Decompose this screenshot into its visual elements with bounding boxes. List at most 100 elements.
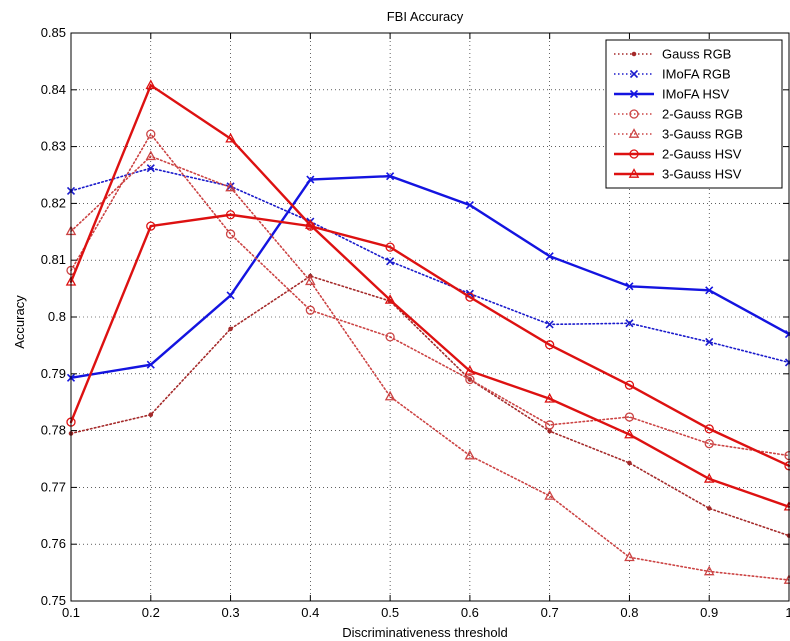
series-imofa-hsv (66, 172, 790, 382)
legend-marker (629, 109, 639, 119)
legend-label: Gauss RGB (662, 47, 731, 62)
series-line (69, 174, 790, 379)
data-point (545, 340, 555, 350)
data-point (544, 392, 555, 403)
data-point (624, 551, 635, 562)
data-point (465, 201, 474, 210)
legend-label: IMoFA HSV (662, 87, 730, 102)
marker-stroke (629, 89, 639, 99)
legend-label: IMoFA RGB (662, 67, 731, 82)
legend-label: 2-Gauss HSV (662, 147, 742, 162)
series-line (70, 155, 790, 581)
y-tick-label: 0.78 (41, 423, 66, 438)
data-point (464, 449, 476, 460)
x-axis-label: Discriminativeness threshold (342, 625, 507, 640)
y-tick-label: 0.75 (41, 593, 66, 608)
axis-ticks: 0.1 0.2 0.3 0.4 0.5 0.6 0.7 0.8 0.9 1 0.75 0.76 0.77… (41, 25, 790, 620)
data-point (228, 326, 233, 332)
grid (71, 33, 789, 601)
y-tick-label: 0.81 (41, 252, 66, 267)
legend-label: 3-Gauss HSV (662, 167, 742, 182)
data-point (305, 221, 315, 231)
legend-label: 2-Gauss RGB (662, 107, 743, 122)
marker-stroke (465, 201, 474, 210)
data-point (705, 286, 714, 295)
x-tick-label: 0.9 (700, 605, 718, 620)
marker-stroke (705, 337, 714, 347)
y-tick-label: 0.79 (41, 366, 66, 381)
y-tick-label: 0.76 (41, 536, 66, 551)
x-tick-label: 0.5 (381, 605, 399, 620)
chart-title: FBI Accuracy (387, 9, 464, 24)
data-point (624, 380, 635, 390)
data-point (306, 175, 315, 184)
marker-stroke (386, 257, 395, 266)
data-point (146, 164, 155, 173)
legend-marker (631, 51, 637, 57)
data-point (545, 420, 555, 430)
data-point (385, 242, 395, 252)
data-point (226, 291, 235, 300)
marker-stroke (705, 286, 714, 295)
marker-stroke (146, 164, 155, 173)
series-line (70, 132, 790, 457)
series-line (69, 83, 790, 508)
data-point (225, 132, 236, 143)
data-point (225, 229, 236, 239)
data-point (226, 182, 235, 191)
x-tick-label: 0.6 (461, 605, 479, 620)
data-point (305, 219, 316, 229)
data-point (545, 320, 554, 329)
y-tick-label: 0.82 (41, 195, 66, 210)
x-tick-label: 1 (785, 605, 790, 620)
x-tick-label: 0.7 (541, 605, 559, 620)
data-point (464, 365, 476, 375)
data-point (146, 221, 156, 231)
data-point (384, 390, 396, 401)
legend-marker (629, 89, 639, 99)
y-tick-label: 0.84 (41, 82, 66, 97)
data-point (465, 292, 475, 302)
data-point (545, 252, 554, 261)
data-point (465, 374, 475, 385)
data-point (145, 79, 157, 90)
data-point (547, 428, 552, 434)
data-point (146, 360, 155, 369)
legend-marker (629, 149, 639, 159)
x-tick-label: 0.2 (142, 605, 160, 620)
series-2-gauss-hsv (66, 210, 790, 471)
data-point (704, 439, 714, 449)
data-point (386, 172, 395, 181)
data-point (704, 424, 714, 434)
data-point (145, 150, 157, 161)
marker-stroke (226, 182, 235, 191)
series-3-gauss-rgb (65, 150, 790, 584)
marker-stroke (146, 360, 155, 369)
series-line (70, 275, 790, 537)
data-point (706, 506, 712, 511)
data-point (625, 282, 634, 291)
y-tick-label: 0.83 (41, 139, 66, 154)
data-point (627, 460, 632, 466)
data-point (544, 490, 555, 500)
marker-stroke (386, 172, 395, 181)
marker-stroke (545, 252, 554, 261)
marker-stroke (226, 291, 235, 300)
legend-marker (628, 168, 640, 178)
data-point (225, 181, 236, 192)
y-tick-label: 0.85 (41, 25, 66, 40)
y-axis-label: Accuracy (12, 295, 27, 349)
data-point (305, 305, 315, 315)
marker-stroke (306, 175, 315, 184)
legend: Gauss RGB IMoFA RGB IMoFA HSV 2-Gauss RGB 3-… (605, 39, 783, 189)
x-tick-label: 0.1 (62, 605, 80, 620)
series-gauss-rgb (68, 273, 790, 538)
data-point (624, 412, 635, 422)
legend-marker (628, 128, 640, 138)
data-point (625, 319, 634, 328)
x-tick-label: 0.4 (301, 605, 319, 620)
data-point (624, 428, 635, 439)
legend-label: 3-Gauss RGB (662, 127, 743, 142)
data-point (225, 210, 236, 220)
